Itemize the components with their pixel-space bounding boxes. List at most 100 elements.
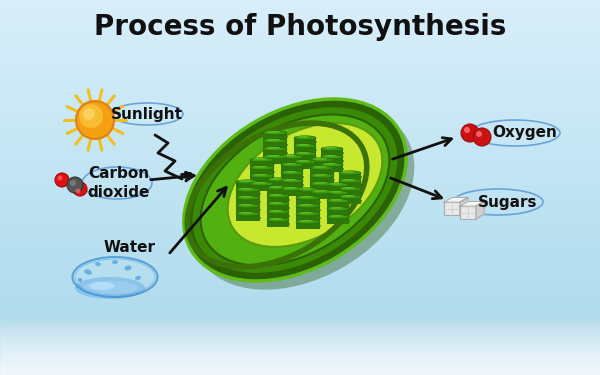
Bar xyxy=(327,185,349,192)
Bar xyxy=(0,242,600,243)
Bar xyxy=(0,54,600,55)
Bar xyxy=(0,174,600,175)
Bar xyxy=(0,143,600,144)
Bar xyxy=(0,212,600,213)
Bar xyxy=(0,344,600,345)
Bar xyxy=(0,76,600,77)
Bar xyxy=(0,85,600,86)
Ellipse shape xyxy=(191,106,415,290)
Bar xyxy=(0,16,600,17)
Ellipse shape xyxy=(329,183,343,185)
Polygon shape xyxy=(444,197,468,202)
Ellipse shape xyxy=(329,199,343,201)
Bar xyxy=(0,45,600,46)
Text: Carbon
dioxide: Carbon dioxide xyxy=(88,166,150,200)
Ellipse shape xyxy=(250,158,274,162)
Ellipse shape xyxy=(267,178,289,182)
Bar xyxy=(0,172,600,173)
Ellipse shape xyxy=(310,158,334,162)
Bar xyxy=(0,339,600,340)
Bar xyxy=(0,170,600,171)
Ellipse shape xyxy=(253,158,267,160)
Bar xyxy=(0,366,600,367)
Bar xyxy=(0,248,600,249)
Bar xyxy=(0,198,600,199)
Text: Process of Photosynthesis: Process of Photosynthesis xyxy=(94,13,506,41)
Ellipse shape xyxy=(135,276,141,280)
Bar xyxy=(0,87,600,88)
Bar xyxy=(0,260,600,261)
Bar xyxy=(0,205,600,206)
Bar xyxy=(0,333,600,334)
Bar xyxy=(0,366,600,367)
Ellipse shape xyxy=(296,152,310,154)
Bar xyxy=(296,214,320,220)
Bar xyxy=(0,264,600,265)
Bar xyxy=(0,184,600,185)
Bar xyxy=(0,0,600,1)
Bar xyxy=(0,347,600,348)
Bar xyxy=(0,173,600,174)
Ellipse shape xyxy=(313,158,327,160)
Bar xyxy=(0,117,600,118)
Bar xyxy=(0,301,600,302)
Bar xyxy=(0,101,600,102)
Bar xyxy=(0,246,600,247)
Bar xyxy=(250,176,274,183)
Bar xyxy=(0,349,600,350)
Bar xyxy=(0,330,600,331)
Bar xyxy=(0,4,600,5)
Bar xyxy=(0,113,600,114)
Ellipse shape xyxy=(329,207,343,209)
Bar xyxy=(0,175,600,176)
Bar xyxy=(0,75,600,76)
Ellipse shape xyxy=(251,170,275,174)
Ellipse shape xyxy=(296,160,310,162)
Bar xyxy=(0,22,600,23)
Bar xyxy=(0,234,600,235)
Bar xyxy=(0,10,600,11)
Ellipse shape xyxy=(295,140,317,144)
Bar xyxy=(0,12,600,13)
Bar xyxy=(0,368,600,369)
Bar xyxy=(0,6,600,7)
Ellipse shape xyxy=(295,156,317,160)
Bar xyxy=(0,256,600,257)
Ellipse shape xyxy=(112,260,118,264)
Bar xyxy=(0,233,600,234)
Bar xyxy=(0,331,600,332)
Bar xyxy=(0,371,600,372)
Ellipse shape xyxy=(283,155,296,157)
Bar xyxy=(0,303,600,304)
Bar xyxy=(0,257,600,258)
Bar xyxy=(0,334,600,335)
Ellipse shape xyxy=(237,208,261,212)
Bar xyxy=(0,227,600,228)
Bar xyxy=(0,14,600,15)
Bar xyxy=(310,176,334,183)
Circle shape xyxy=(76,101,114,139)
Bar xyxy=(0,282,600,283)
Bar xyxy=(0,329,600,330)
Bar xyxy=(310,192,334,198)
Bar xyxy=(0,320,600,321)
Bar xyxy=(0,104,600,105)
Bar xyxy=(0,47,600,48)
Bar xyxy=(0,353,600,354)
Ellipse shape xyxy=(125,266,131,271)
Ellipse shape xyxy=(299,188,313,190)
Ellipse shape xyxy=(295,164,317,168)
Text: Sugars: Sugars xyxy=(478,195,538,210)
Ellipse shape xyxy=(296,196,320,200)
Polygon shape xyxy=(460,201,484,206)
Bar xyxy=(0,371,600,372)
Bar xyxy=(250,168,274,174)
Bar xyxy=(0,325,600,326)
Ellipse shape xyxy=(268,206,290,210)
Bar xyxy=(0,328,600,329)
Bar xyxy=(0,148,600,149)
Ellipse shape xyxy=(250,174,274,178)
Bar xyxy=(0,7,600,8)
Bar xyxy=(0,278,600,279)
Ellipse shape xyxy=(322,167,344,171)
